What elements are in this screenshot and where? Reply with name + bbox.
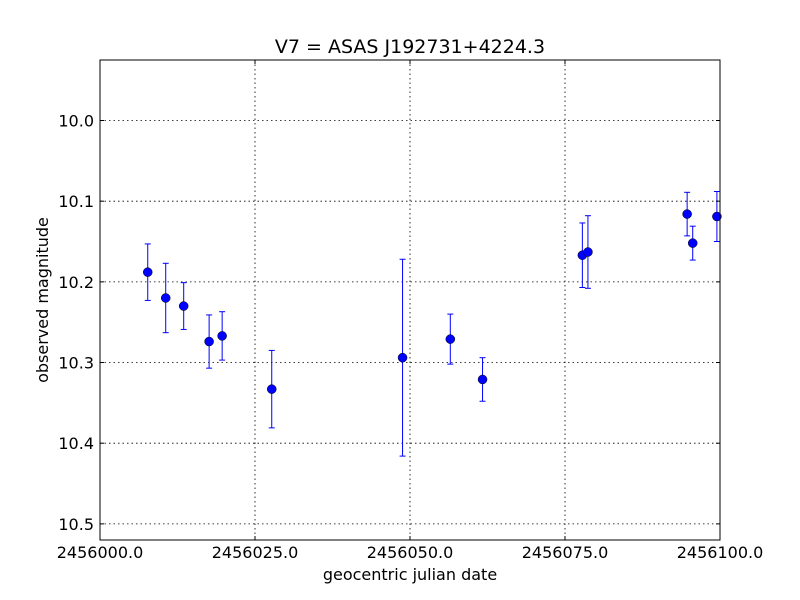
y-tick-label: 10.1 <box>58 192 94 211</box>
data-marker <box>397 352 408 363</box>
data-point <box>160 262 171 334</box>
data-marker <box>477 374 488 385</box>
data-point <box>178 282 189 330</box>
y-tick-label: 10.3 <box>58 354 94 373</box>
data-marker <box>204 336 214 347</box>
tick-labels: 2456000.0 2456025.0 2456050.0 2456075.0 2456… <box>57 112 764 562</box>
data-point <box>397 258 408 457</box>
x-tick-label: 2456025.0 <box>212 543 299 562</box>
x-tick-label: 2456100.0 <box>677 543 764 562</box>
data-marker <box>682 209 692 219</box>
y-tick-label: 10.0 <box>58 112 94 131</box>
data-points <box>142 190 722 457</box>
data-point <box>477 357 488 402</box>
data-marker <box>266 384 277 394</box>
x-tick-label: 2456075.0 <box>522 543 609 562</box>
grid-lines <box>100 60 720 540</box>
data-marker <box>160 293 171 303</box>
data-marker <box>712 211 722 222</box>
data-point <box>204 314 214 369</box>
data-marker <box>687 238 698 248</box>
data-marker <box>583 247 593 257</box>
x-axis-label: geocentric julian date <box>323 565 497 584</box>
y-tick-label: 10.4 <box>58 434 94 453</box>
y-axis-label: observed magnitude <box>33 217 52 383</box>
data-point <box>266 349 277 429</box>
data-marker <box>142 267 153 277</box>
data-point <box>142 243 153 301</box>
data-point <box>687 225 698 261</box>
data-marker <box>445 334 456 344</box>
x-tick-label: 2456000.0 <box>57 543 144 562</box>
tick-marks <box>99 60 721 540</box>
y-tick-label: 10.2 <box>58 273 94 292</box>
y-tick-label: 10.5 <box>58 515 94 534</box>
x-tick-label: 2456050.0 <box>367 543 454 562</box>
data-point <box>217 311 227 361</box>
data-point <box>577 222 588 288</box>
data-marker <box>217 331 227 341</box>
chart-title: V7 = ASAS J192731+4224.3 <box>275 36 545 58</box>
data-point <box>712 190 722 243</box>
data-marker <box>178 301 189 311</box>
data-point <box>682 191 692 237</box>
data-point <box>583 215 593 289</box>
data-point <box>445 313 456 365</box>
